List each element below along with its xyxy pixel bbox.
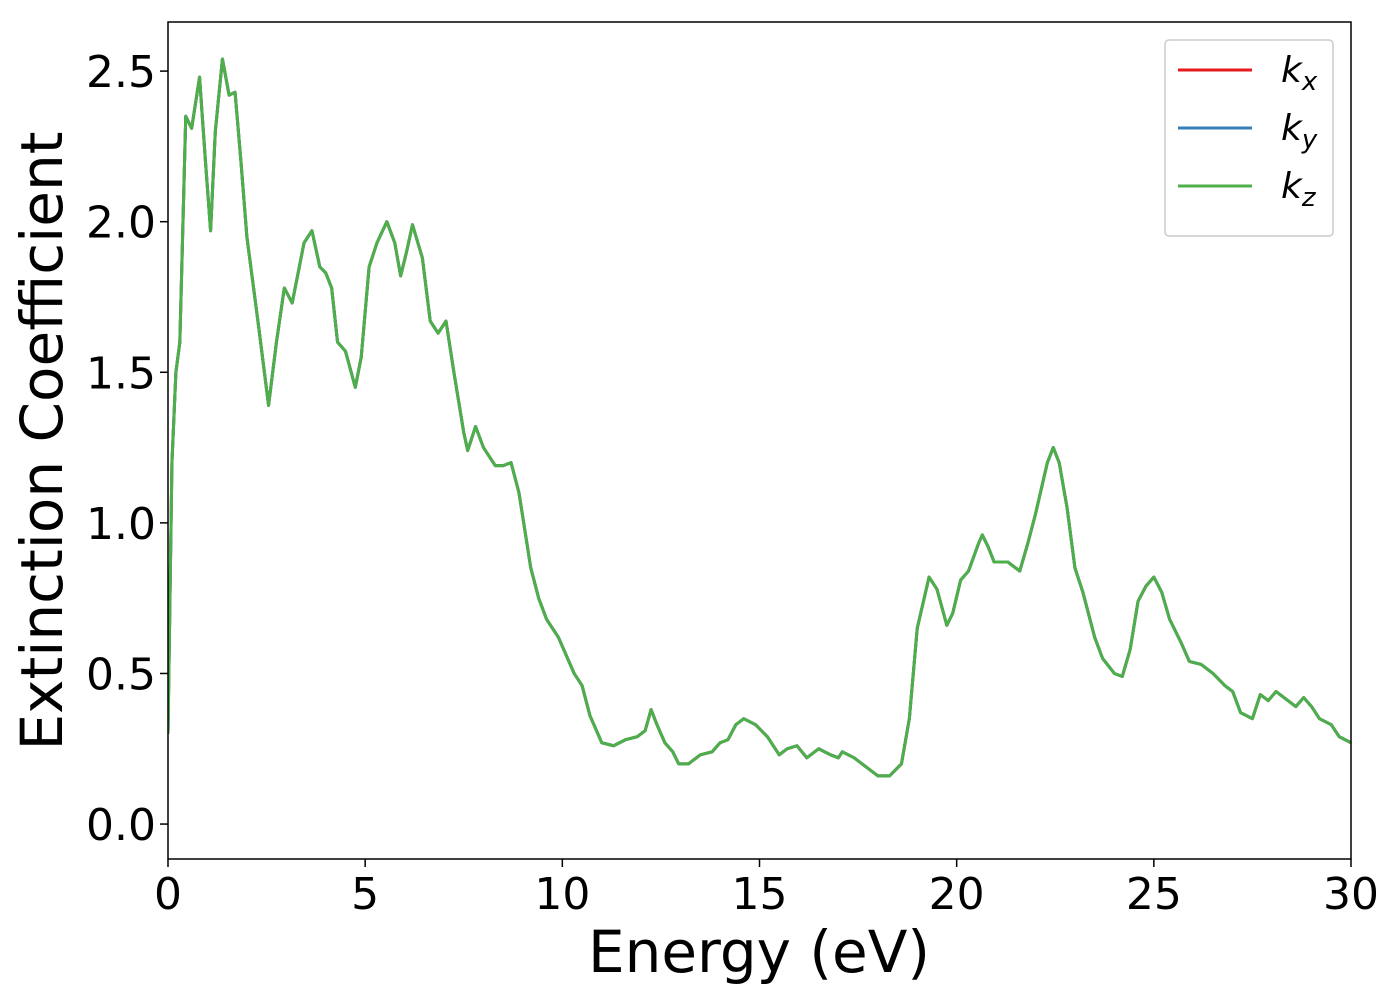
x-axis-label: Energy (eV) <box>588 918 930 986</box>
data-line <box>168 57 1351 778</box>
x-tick-label: 30 <box>1323 869 1379 920</box>
x-tick-label: 5 <box>351 869 379 920</box>
legend-label: kx <box>1281 50 1318 97</box>
y-tick-label: 2.5 <box>86 47 156 98</box>
x-tick-label: 25 <box>1126 869 1182 920</box>
y-tick-label: 0.5 <box>86 649 156 700</box>
y-tick-label: 1.5 <box>86 348 156 399</box>
x-tick-label: 10 <box>534 869 590 920</box>
x-tick-label: 15 <box>732 869 788 920</box>
y-tick-label: 2.0 <box>86 198 156 249</box>
y-tick-label: 0.0 <box>86 800 156 851</box>
y-tick-label: 1.0 <box>86 499 156 550</box>
y-axis-label: Extinction Coefficient <box>8 132 76 751</box>
legend-label: ky <box>1281 108 1318 155</box>
x-tick-label: 20 <box>929 869 985 920</box>
x-tick-label: 0 <box>154 869 182 920</box>
legend-label: kz <box>1281 166 1317 213</box>
plot-frame <box>167 21 1352 860</box>
